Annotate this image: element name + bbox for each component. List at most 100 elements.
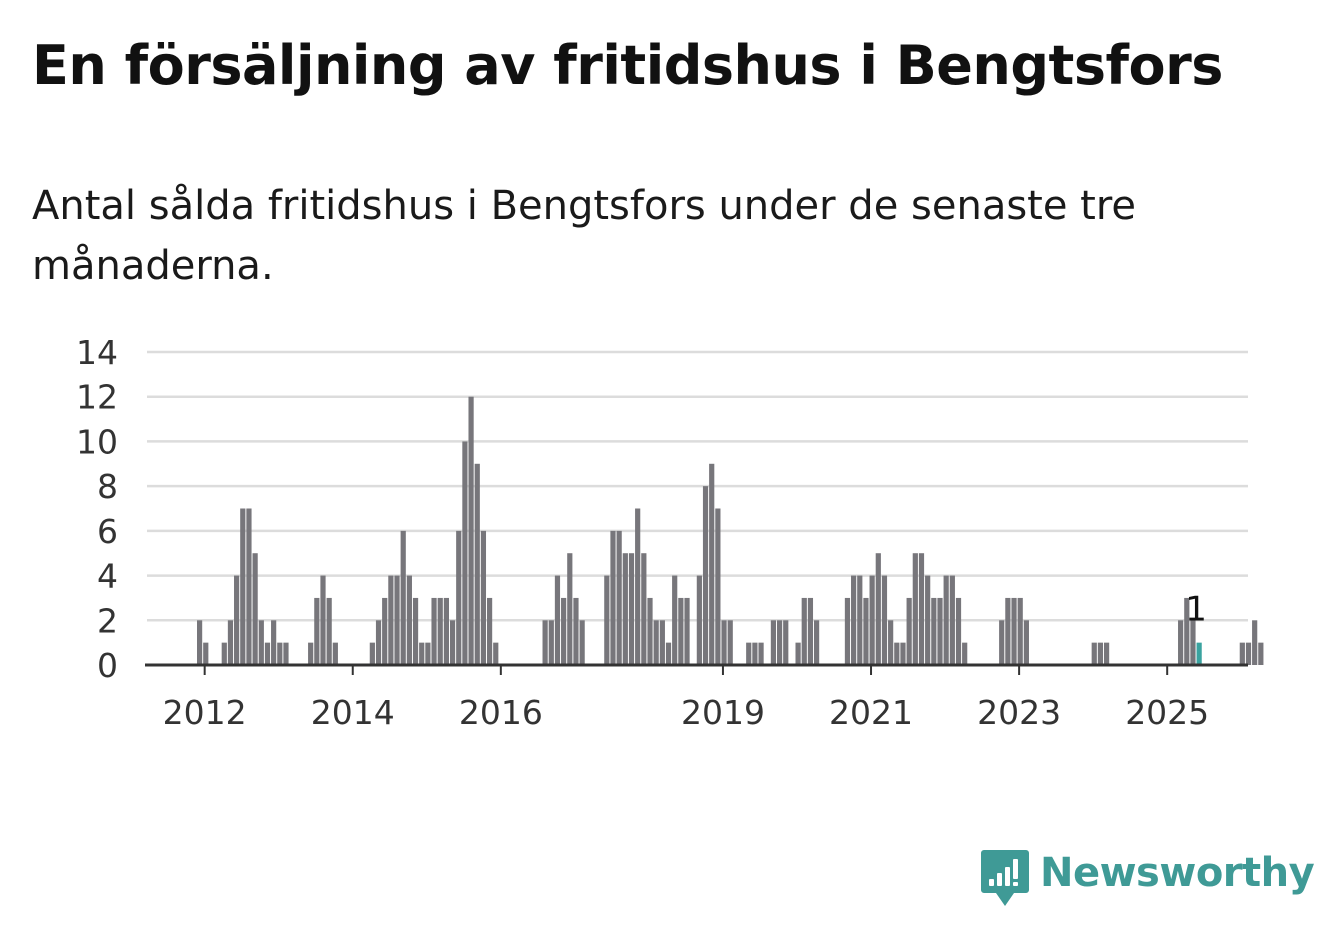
brand-name: Newsworthy	[1040, 850, 1315, 896]
y-tick-label: 8	[97, 467, 118, 506]
bar	[610, 530, 616, 665]
bar	[394, 575, 400, 665]
bar	[844, 597, 851, 665]
bar	[906, 597, 912, 665]
bar	[246, 508, 252, 665]
bars	[197, 396, 1264, 665]
bar	[308, 642, 314, 665]
bar	[542, 620, 548, 665]
y-tick-label: 6	[97, 512, 118, 551]
bar	[431, 597, 437, 665]
x-tick-label: 2025	[1125, 693, 1209, 732]
bar	[776, 620, 783, 665]
bar	[807, 597, 814, 665]
bar	[332, 642, 338, 665]
bar	[567, 553, 573, 665]
x-axis-ticks: 2012 2014 2016 2019 2021 2023 2025	[163, 665, 1209, 732]
chart-speech-bubble-icon	[981, 850, 1029, 906]
bar	[672, 575, 678, 665]
bar	[437, 597, 443, 665]
bar	[814, 620, 820, 665]
y-tick-label: 10	[76, 422, 118, 461]
bar	[715, 508, 721, 665]
bar	[203, 642, 209, 665]
bar	[1245, 642, 1252, 665]
grid-lines	[147, 350, 1248, 622]
bar	[851, 575, 857, 665]
bar	[1190, 620, 1196, 665]
bar	[955, 597, 962, 665]
bar	[931, 597, 937, 665]
bar	[554, 575, 561, 665]
bar	[548, 620, 554, 665]
chart-subtitle: Antal sålda fritidshus i Bengtsfors unde…	[32, 183, 1137, 289]
bar	[561, 597, 567, 665]
bar	[770, 620, 777, 665]
bar	[857, 575, 863, 665]
bar	[783, 620, 789, 665]
bar	[628, 553, 635, 665]
y-tick-label: 0	[97, 646, 118, 685]
bar	[277, 642, 283, 665]
bar	[221, 642, 227, 665]
y-tick-label: 2	[97, 601, 118, 640]
chart-title: En försäljning av fritidshus i Bengtsfor…	[32, 34, 1223, 97]
bar	[1103, 642, 1110, 665]
bar	[1258, 642, 1264, 665]
x-tick-label: 2019	[681, 693, 765, 732]
bar	[227, 620, 234, 665]
bar	[684, 597, 690, 665]
bar	[659, 620, 665, 665]
bar	[264, 642, 271, 665]
bar	[709, 463, 715, 665]
bar	[752, 642, 758, 665]
bar	[419, 642, 425, 665]
bar	[1091, 642, 1097, 665]
y-tick-label: 14	[76, 333, 118, 372]
bar	[468, 396, 474, 665]
bar	[1184, 597, 1190, 665]
bar	[665, 642, 672, 665]
bar	[388, 575, 394, 665]
bar	[702, 486, 709, 665]
bar	[900, 642, 906, 665]
bar	[314, 597, 320, 665]
bar	[406, 575, 412, 665]
bar	[283, 642, 289, 665]
bar	[474, 463, 480, 665]
bar	[197, 620, 203, 665]
bar	[894, 642, 900, 665]
bar	[400, 530, 406, 665]
y-tick-label: 4	[97, 557, 118, 596]
bar	[486, 597, 493, 665]
bar	[727, 620, 733, 665]
bar	[647, 597, 653, 665]
bar	[746, 642, 752, 665]
bar	[875, 553, 881, 665]
bar	[456, 530, 462, 665]
bar	[949, 575, 955, 665]
bar	[449, 620, 456, 665]
bar	[412, 597, 419, 665]
bar	[252, 553, 258, 665]
bar	[999, 620, 1005, 665]
bar	[443, 597, 449, 665]
bar	[801, 597, 807, 665]
bar	[579, 620, 585, 665]
highlight-bar	[1196, 642, 1202, 665]
bar	[912, 553, 918, 665]
bar	[721, 620, 727, 665]
y-axis-ticks: 0 2 4 6 8 10 12 14	[76, 333, 118, 685]
bar	[425, 642, 431, 665]
bar	[696, 575, 702, 665]
bar	[1011, 597, 1017, 665]
bar	[918, 553, 925, 665]
bar	[758, 642, 764, 665]
bar	[1097, 642, 1104, 665]
bar	[869, 575, 875, 665]
bar	[320, 575, 326, 665]
bar	[234, 575, 240, 665]
bar	[888, 620, 894, 665]
bar	[937, 597, 943, 665]
bar	[480, 530, 487, 665]
